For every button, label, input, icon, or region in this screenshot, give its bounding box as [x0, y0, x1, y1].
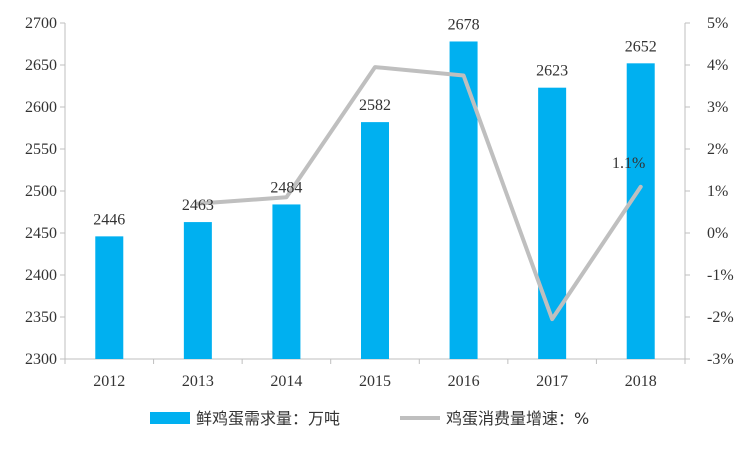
- right-axis-tick-label: -1%: [707, 267, 734, 284]
- line-point: [374, 66, 376, 68]
- bar-data-label: 2463: [182, 197, 214, 214]
- bar: [95, 236, 124, 359]
- x-axis-tick-label: 2016: [448, 373, 480, 390]
- bar-data-label: 2678: [448, 16, 480, 33]
- x-axis-tick-label: 2013: [182, 373, 214, 390]
- bar-data-label: 2582: [359, 97, 391, 114]
- left-axis-tick-label: 2500: [25, 183, 57, 200]
- bar: [449, 41, 478, 359]
- legend-label-line: 鸡蛋消费量增速：%: [446, 409, 589, 428]
- line-point: [285, 196, 287, 198]
- line-point: [197, 203, 199, 205]
- bar-data-label: 2652: [625, 38, 657, 55]
- left-axis-tick-label: 2700: [25, 15, 57, 32]
- legend-swatch-bar: [150, 412, 190, 424]
- bar-data-label: 2446: [93, 211, 125, 228]
- right-axis-tick-label: -2%: [707, 309, 734, 326]
- line-point: [640, 186, 642, 188]
- growth-line: [195, 65, 643, 322]
- bar: [272, 204, 301, 359]
- right-axis-tick-label: 5%: [707, 15, 728, 32]
- bar-data-label: 2623: [536, 63, 568, 80]
- left-axis-tick-label: 2300: [25, 351, 57, 368]
- bar: [626, 63, 655, 359]
- line-point: [463, 75, 465, 76]
- x-axis-tick-label: 2014: [270, 373, 302, 390]
- bar-data-label: 2484: [270, 179, 302, 196]
- left-axis-tick-label: 2450: [25, 225, 57, 242]
- line-point: [551, 318, 553, 320]
- right-axis-tick-label: -3%: [707, 351, 734, 368]
- x-axis-tick-label: 2018: [625, 373, 657, 390]
- left-axis-tick-label: 2650: [25, 57, 57, 74]
- right-axis-tick-label: 0%: [707, 225, 728, 242]
- legend-label-bar: 鲜鸡蛋需求量：万吨: [196, 409, 340, 428]
- right-axis-tick-label: 1%: [707, 183, 728, 200]
- left-axis-tick-label: 2550: [25, 141, 57, 158]
- right-axis-tick-label: 4%: [707, 57, 728, 74]
- bar: [361, 122, 389, 360]
- left-axis-tick-label: 2350: [25, 309, 57, 326]
- line-data-label: 1.1%: [612, 155, 645, 172]
- right-axis-tick-label: 3%: [707, 99, 728, 116]
- x-axis-tick-label: 2012: [93, 373, 125, 390]
- left-axis-tick-label: 2600: [25, 99, 57, 116]
- right-axis-tick-label: 2%: [707, 141, 728, 158]
- x-axis-tick-label: 2017: [536, 373, 568, 390]
- x-axis-tick-label: 2015: [359, 373, 391, 390]
- left-axis-tick-label: 2400: [25, 267, 57, 284]
- bar: [183, 222, 212, 359]
